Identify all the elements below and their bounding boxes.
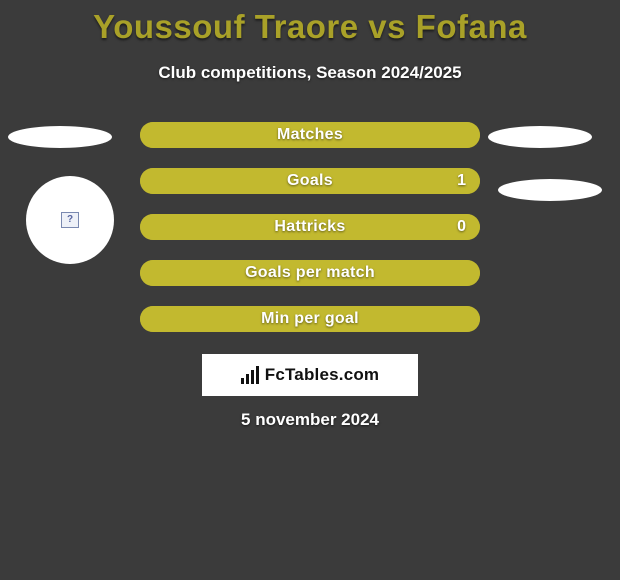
subtitle: Club competitions, Season 2024/2025 [0,63,620,83]
stat-bar-min-per-goal: Min per goal [140,306,480,332]
page-title: Youssouf Traore vs Fofana [0,0,620,46]
stat-bar-label: Goals [287,172,333,190]
stat-bar-label: Goals per match [245,264,375,282]
stat-bar-goals: Goals 1 [140,168,480,194]
brand-box: FcTables.com [202,354,418,396]
stat-bar-label: Hattricks [274,218,345,236]
footer-date: 5 november 2024 [0,410,620,430]
stat-bar-goals-per-match: Goals per match [140,260,480,286]
stat-bars: Matches Goals 1 Hattricks 0 Goals per ma… [0,122,620,332]
stat-bar-label: Matches [277,126,343,144]
stat-bar-label: Min per goal [261,310,359,328]
stat-bar-value: 0 [457,218,466,236]
stat-bar-matches: Matches [140,122,480,148]
stat-bar-hattricks: Hattricks 0 [140,214,480,240]
stat-bar-value: 1 [457,172,466,190]
brand-text: FcTables.com [265,365,380,385]
brand-bars-icon [241,366,259,384]
